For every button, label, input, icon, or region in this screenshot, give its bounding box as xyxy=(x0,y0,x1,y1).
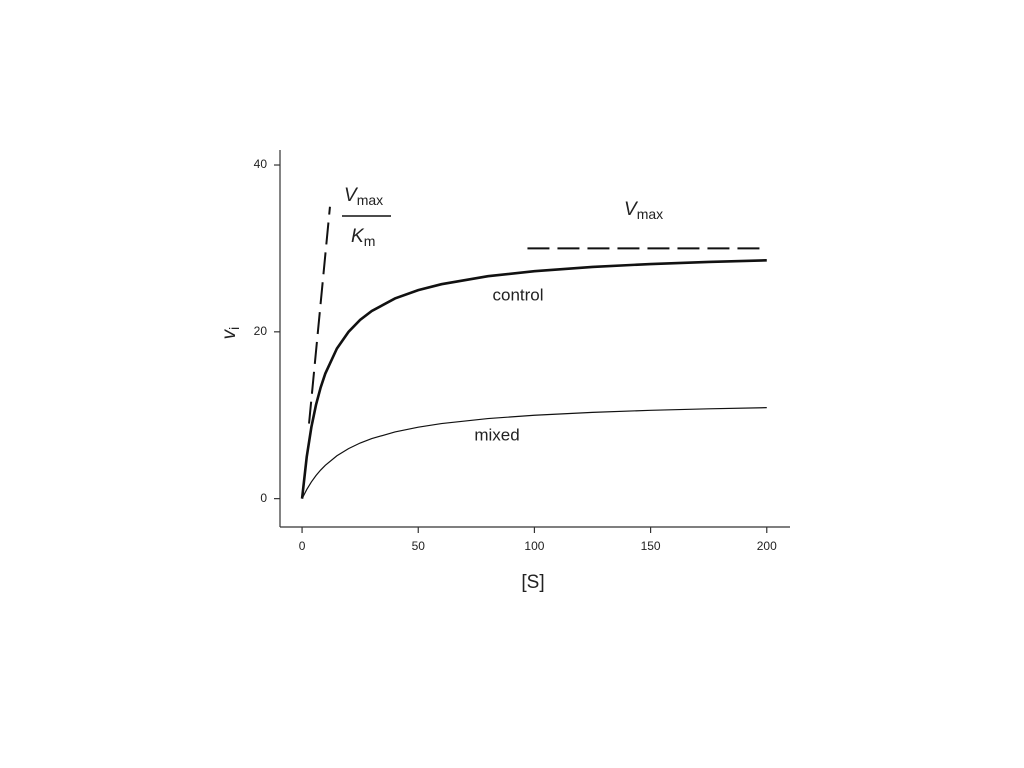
slope-numerator: Vmax xyxy=(344,185,383,208)
y-axis-label: vi xyxy=(219,327,242,340)
curve xyxy=(300,259,767,499)
reference-line xyxy=(308,206,331,424)
vmax-label: Vmax xyxy=(624,199,663,222)
x-axis-label: [S] xyxy=(521,572,544,593)
y-tick-label: 0 xyxy=(260,491,267,505)
vmax-sub: max xyxy=(637,206,663,222)
vmax-main: V xyxy=(624,199,639,220)
x-tick-label: 150 xyxy=(641,539,661,553)
y-tick-label: 40 xyxy=(254,157,268,171)
y-tick-label: 20 xyxy=(254,324,268,338)
x-tick-label: 0 xyxy=(299,539,306,553)
curve xyxy=(301,407,767,499)
series-label: mixed xyxy=(474,425,519,444)
slope-num-main: V xyxy=(344,185,359,206)
slope-den-main: K xyxy=(351,226,365,247)
slope-den-sub: m xyxy=(364,233,376,249)
x-tick-label: 50 xyxy=(412,539,426,553)
y-label-sub: i xyxy=(226,327,242,330)
series-label: control xyxy=(492,285,543,304)
slope-num-sub: max xyxy=(357,192,383,208)
x-tick-label: 100 xyxy=(524,539,544,553)
slope-denominator: Km xyxy=(351,226,375,249)
x-tick-label: 200 xyxy=(757,539,777,553)
y-label-main: v xyxy=(219,328,240,339)
